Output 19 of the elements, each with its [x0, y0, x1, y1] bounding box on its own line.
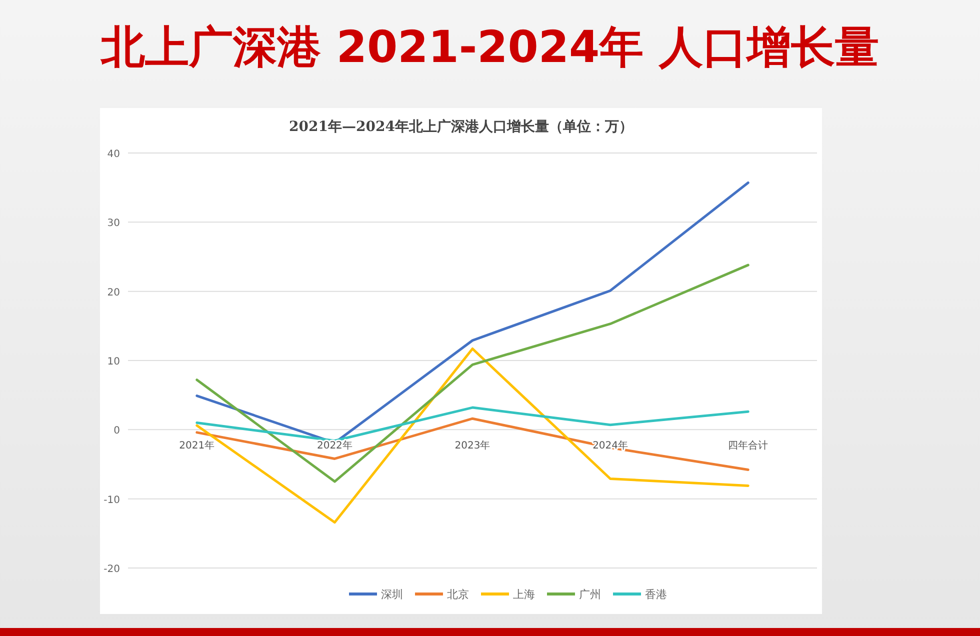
line-series — [196, 406, 750, 442]
legend-label: 深圳 — [381, 588, 403, 601]
x-tick-label: 2022年 — [316, 440, 352, 452]
legend-label: 香港 — [645, 588, 667, 601]
chart-title: 北上广深港 2021-2024年 人口增长量 — [100, 22, 879, 73]
x-tick-label: 2021年 — [179, 440, 215, 452]
y-tick-label: 30 — [107, 218, 120, 230]
y-tick-label: -10 — [104, 494, 120, 506]
chart-subtitle: 2021年—2024年北上广深港人口增长量（单位：万） — [289, 118, 633, 135]
y-tick-label: -20 — [104, 564, 120, 575]
x-tick-label: 四年合计 — [728, 440, 768, 452]
y-tick-label: 10 — [107, 356, 120, 368]
y-tick-label: 0 — [114, 426, 120, 437]
legend-label: 广州 — [579, 588, 601, 601]
legend-label: 北京 — [447, 588, 469, 601]
y-tick-label: 20 — [107, 287, 120, 298]
y-tick-label: 40 — [107, 149, 120, 160]
legend-label: 上海 — [513, 588, 535, 601]
x-tick-label: 2023年 — [454, 440, 490, 452]
